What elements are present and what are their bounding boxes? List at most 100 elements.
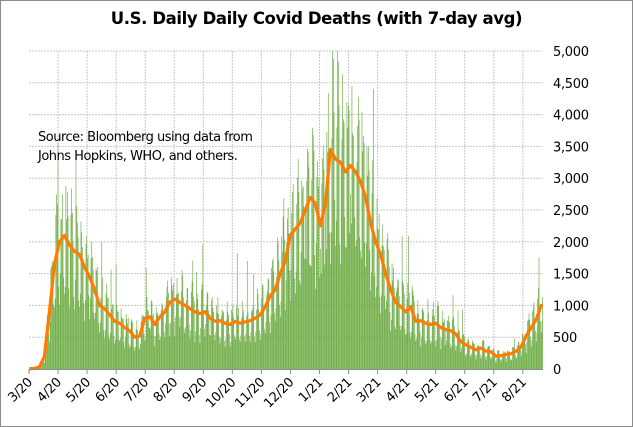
daily-deaths-bar	[134, 350, 136, 369]
daily-deaths-bar	[111, 308, 113, 369]
daily-deaths-bar	[528, 313, 530, 369]
daily-deaths-bar	[336, 127, 338, 369]
daily-deaths-bar	[61, 219, 62, 369]
daily-deaths-bar	[502, 351, 504, 369]
daily-deaths-bar	[112, 304, 113, 369]
daily-deaths-bar	[354, 217, 356, 369]
daily-deaths-bar	[102, 277, 103, 369]
daily-deaths-bar	[131, 320, 133, 369]
daily-deaths-bar	[339, 244, 341, 369]
daily-deaths-bar	[193, 297, 194, 369]
daily-deaths-bar	[441, 338, 442, 369]
daily-deaths-bar	[88, 295, 90, 369]
daily-deaths-bar	[355, 246, 356, 369]
daily-deaths-bar	[42, 359, 44, 369]
daily-deaths-bar	[463, 334, 465, 369]
daily-deaths-bar	[84, 300, 86, 369]
daily-deaths-bar	[284, 310, 286, 369]
daily-deaths-bar	[510, 359, 511, 369]
daily-deaths-bar	[264, 333, 266, 369]
source-annotation: Source: Bloomberg using data from Johns …	[38, 128, 253, 166]
daily-deaths-bar	[526, 341, 528, 369]
daily-deaths-bar	[403, 284, 404, 369]
daily-deaths-bar	[260, 334, 262, 369]
daily-deaths-bar	[308, 167, 310, 369]
daily-deaths-bar	[247, 312, 249, 369]
daily-deaths-bar	[434, 341, 436, 369]
daily-deaths-bar	[186, 288, 188, 369]
daily-deaths-bar	[234, 339, 236, 369]
daily-deaths-bar	[168, 292, 169, 369]
daily-deaths-bar	[458, 330, 460, 369]
daily-deaths-bar	[383, 246, 384, 369]
daily-deaths-bar	[148, 310, 149, 369]
daily-deaths-bar	[298, 192, 300, 369]
daily-deaths-bar	[501, 359, 503, 369]
daily-deaths-bar	[347, 127, 348, 369]
daily-deaths-bar	[273, 271, 275, 369]
x-axis: 3/204/205/206/207/208/209/2010/2011/2012…	[5, 369, 543, 411]
daily-deaths-bar	[229, 346, 231, 369]
daily-deaths-bar	[59, 274, 61, 369]
daily-deaths-bar	[148, 327, 150, 369]
daily-deaths-bar	[109, 339, 110, 369]
daily-deaths-bar	[249, 336, 250, 369]
daily-deaths-bar	[168, 323, 170, 369]
daily-deaths-bar	[147, 310, 148, 369]
daily-deaths-bar	[271, 267, 272, 369]
daily-deaths-bar	[447, 321, 449, 369]
daily-deaths-bar	[267, 291, 268, 369]
daily-deaths-bar	[387, 233, 389, 369]
daily-deaths-bar	[279, 304, 280, 369]
daily-deaths-bar	[379, 297, 381, 369]
daily-deaths-bar	[201, 289, 202, 369]
daily-deaths-bar	[107, 298, 108, 369]
daily-deaths-bar	[473, 343, 475, 369]
daily-deaths-bar	[287, 218, 288, 369]
daily-deaths-bar	[110, 332, 111, 369]
daily-deaths-bar	[221, 315, 222, 369]
daily-deaths-bar	[409, 331, 411, 369]
daily-deaths-bar	[372, 160, 374, 369]
daily-deaths-bar	[183, 328, 185, 369]
daily-deaths-bar	[272, 258, 274, 369]
daily-deaths-bar	[420, 346, 422, 369]
daily-deaths-bar	[490, 358, 492, 369]
daily-deaths-bar	[130, 345, 131, 369]
daily-deaths-bar	[274, 312, 275, 369]
daily-deaths-bar	[469, 355, 471, 369]
daily-deaths-bar	[255, 331, 257, 369]
daily-deaths-bar	[530, 337, 531, 369]
daily-deaths-bar	[283, 198, 285, 369]
daily-deaths-bar	[326, 132, 328, 369]
daily-deaths-bar	[182, 275, 184, 369]
daily-deaths-bar	[268, 279, 270, 369]
daily-deaths-bar	[184, 333, 186, 369]
daily-deaths-bar	[353, 136, 354, 369]
daily-deaths-bar	[380, 295, 382, 369]
daily-deaths-bar	[312, 134, 314, 369]
daily-deaths-bar	[488, 345, 490, 369]
daily-deaths-bar	[152, 315, 153, 369]
daily-deaths-bar	[433, 301, 434, 369]
daily-deaths-bar	[348, 105, 349, 369]
daily-deaths-bar	[411, 285, 413, 369]
daily-deaths-bar	[446, 320, 448, 369]
daily-deaths-bar	[97, 301, 99, 369]
daily-deaths-bar	[434, 315, 435, 369]
daily-deaths-bar	[191, 281, 193, 369]
daily-deaths-bar	[436, 306, 438, 369]
daily-deaths-bar	[202, 244, 204, 369]
daily-deaths-bar	[165, 297, 167, 369]
daily-deaths-bar	[322, 145, 324, 369]
daily-deaths-bar	[370, 272, 372, 369]
daily-deaths-bar	[408, 235, 409, 369]
daily-deaths-bar	[432, 316, 434, 369]
daily-deaths-bar	[335, 220, 337, 369]
daily-deaths-bar	[215, 332, 217, 369]
daily-deaths-bar	[499, 354, 500, 369]
daily-deaths-bar	[214, 340, 216, 369]
daily-deaths-bar	[341, 139, 343, 369]
daily-deaths-bar	[321, 183, 323, 369]
daily-deaths-bar	[94, 312, 96, 369]
